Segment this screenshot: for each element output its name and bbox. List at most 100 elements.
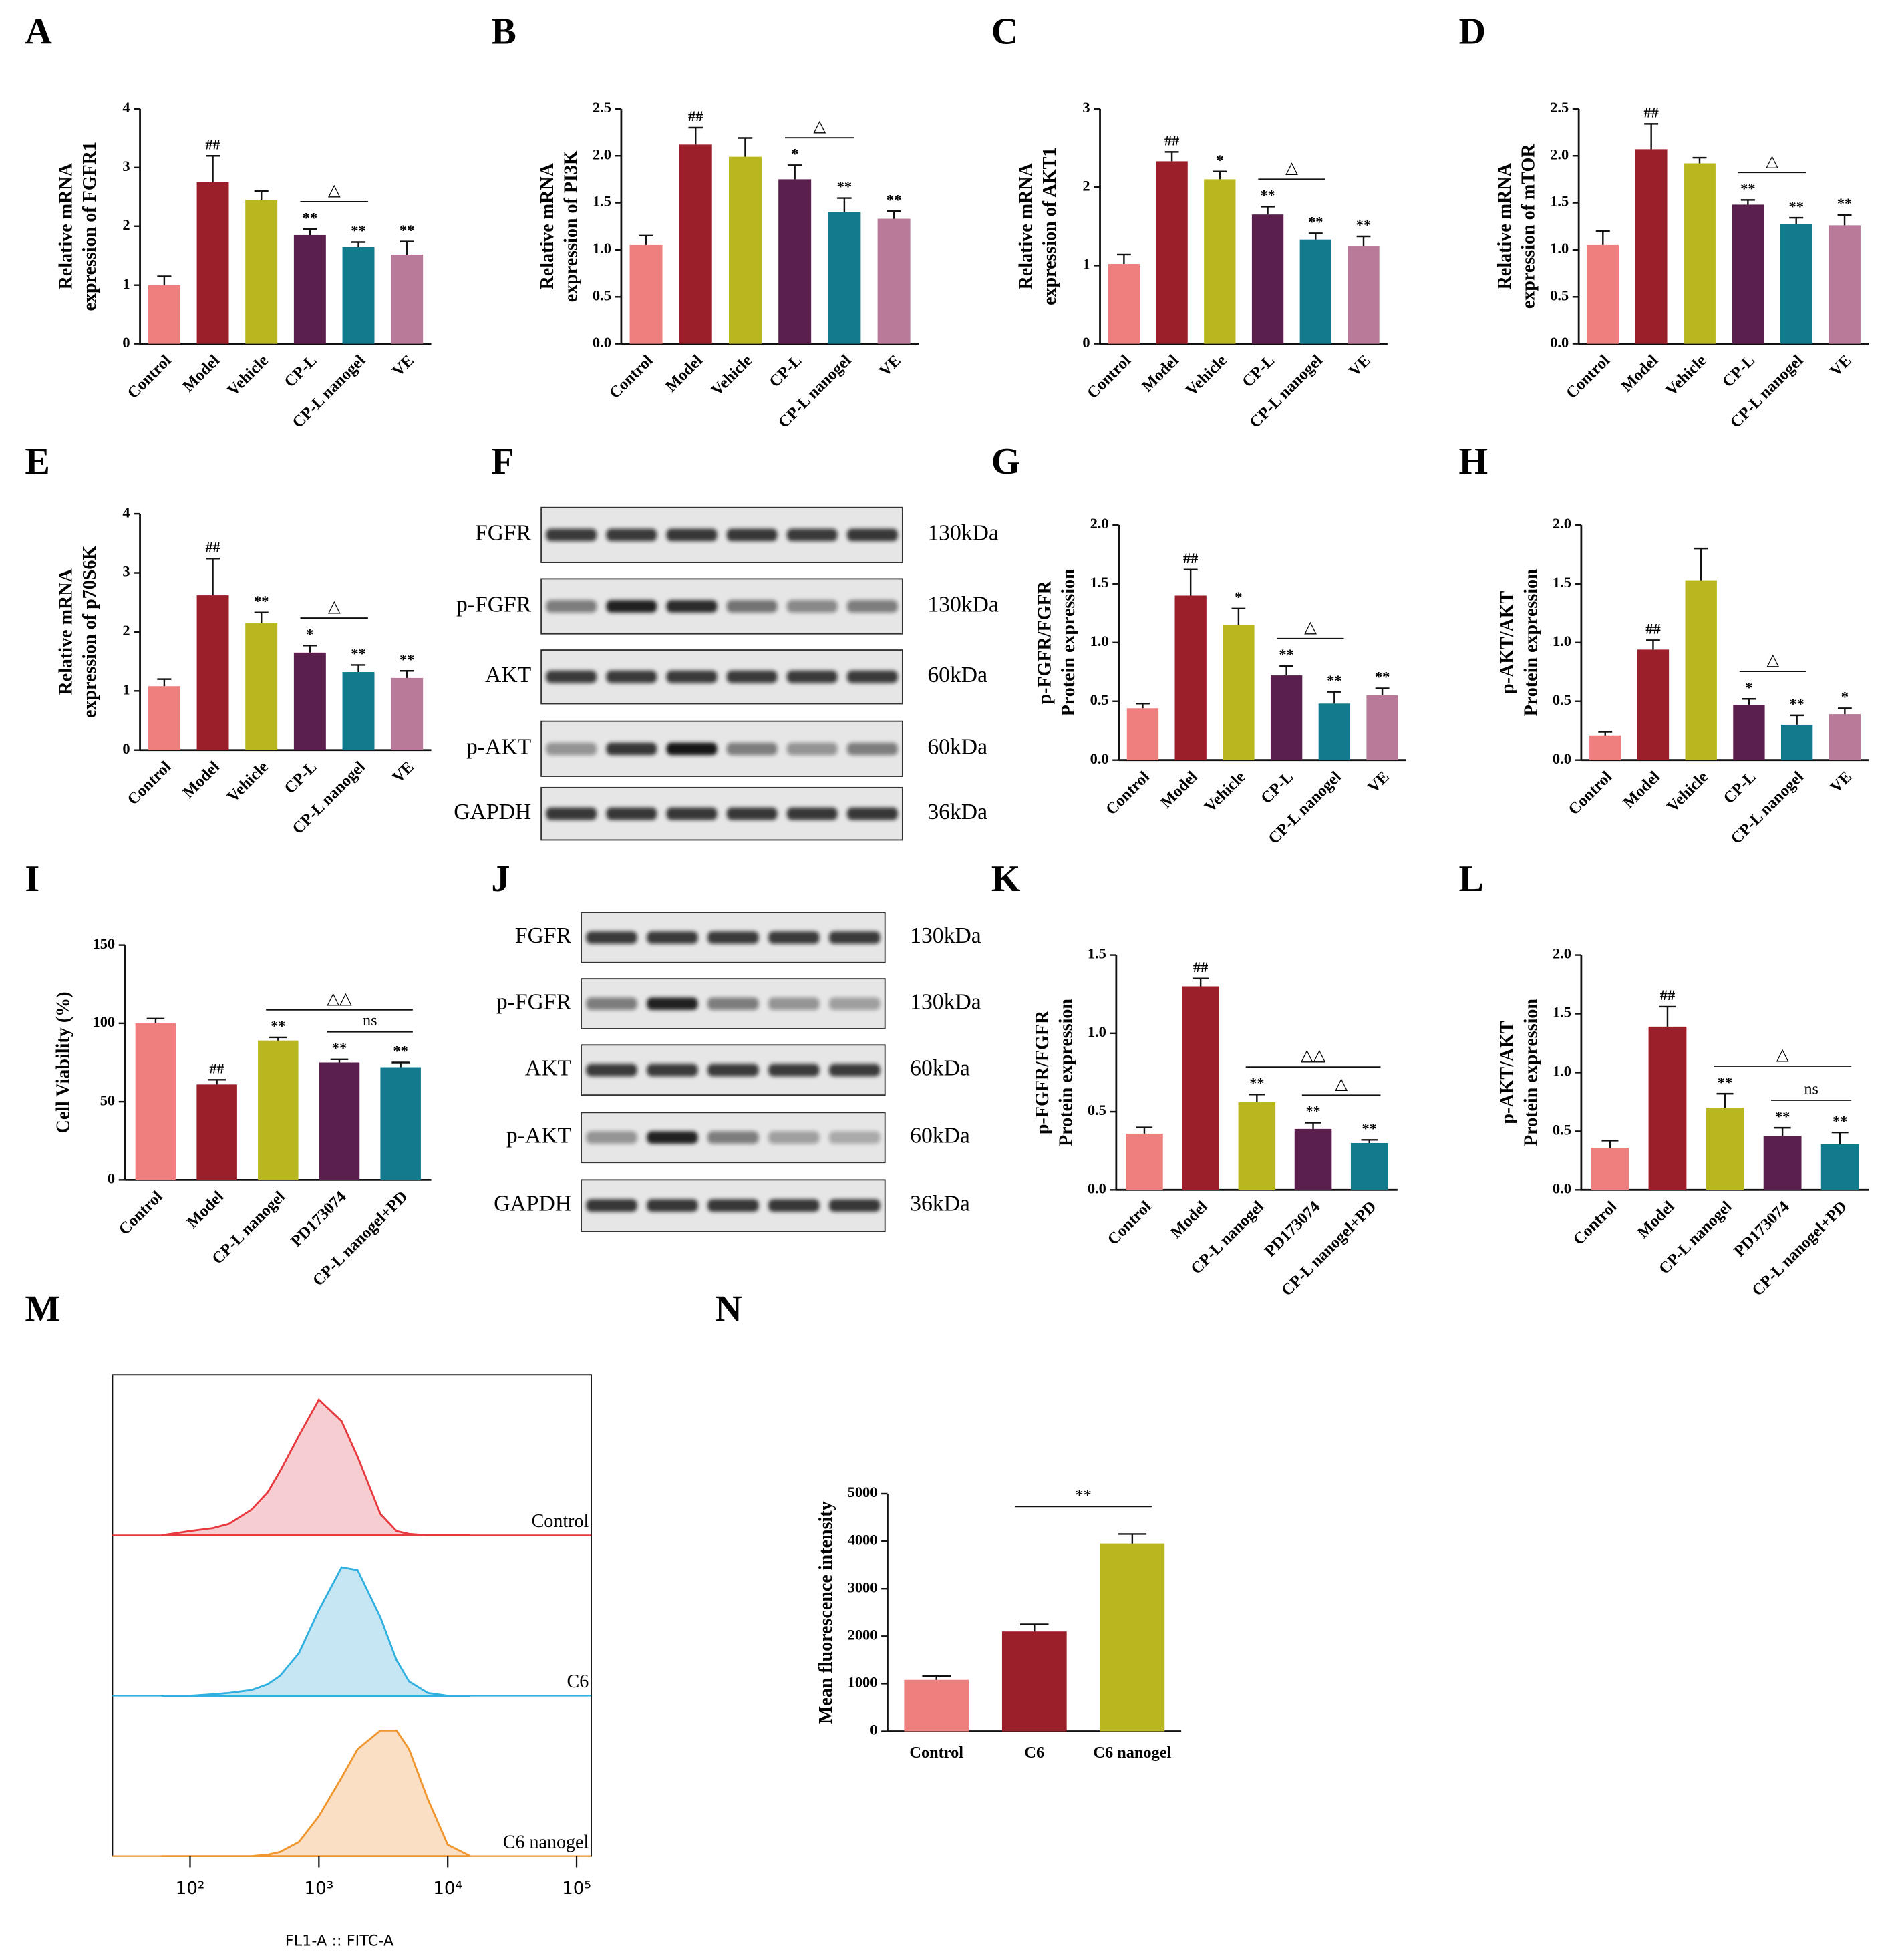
bar bbox=[877, 218, 911, 344]
bar bbox=[728, 156, 762, 344]
y-tick-label: 3 bbox=[122, 563, 130, 580]
panel-letter: H bbox=[1459, 441, 1488, 482]
significance-label: ** bbox=[271, 1017, 285, 1034]
blot-band bbox=[606, 670, 657, 683]
blot-strip bbox=[540, 578, 903, 635]
bar bbox=[1100, 1543, 1165, 1732]
blot-band bbox=[586, 931, 637, 944]
x-tick-label: 10⁴ bbox=[433, 1879, 462, 1899]
error-bar bbox=[208, 1079, 226, 1085]
error-bar bbox=[1118, 1533, 1147, 1544]
y-tick-label: 100 bbox=[92, 1013, 115, 1030]
x-axis-label: FL1-A :: FITC-A bbox=[285, 1932, 394, 1949]
series-label: Control bbox=[532, 1511, 589, 1532]
panel-letter: D bbox=[1459, 11, 1486, 52]
y-axis-label: Relative mRNA bbox=[55, 568, 76, 695]
bar bbox=[1174, 595, 1207, 760]
significance-label: ** bbox=[1789, 695, 1804, 712]
significance-label: ** bbox=[1375, 669, 1390, 685]
blot-band bbox=[846, 600, 898, 613]
bracket-label: △△ bbox=[327, 989, 352, 1007]
error-bar bbox=[1327, 691, 1341, 704]
error-bar bbox=[1601, 1140, 1619, 1148]
y-tick-label: 0.0 bbox=[1090, 750, 1109, 767]
bar bbox=[342, 247, 375, 344]
blot-band bbox=[829, 997, 881, 1010]
blot-band bbox=[586, 1064, 637, 1077]
significance-label: ** bbox=[1305, 1103, 1320, 1120]
x-tick-label: Control bbox=[909, 1744, 963, 1762]
bar bbox=[1706, 1108, 1744, 1190]
size-label: 130kDa bbox=[927, 592, 999, 617]
blot-band bbox=[726, 742, 778, 756]
panel-letter: F bbox=[491, 441, 514, 482]
y-axis-label: Protein expression bbox=[1521, 568, 1541, 716]
bar bbox=[1684, 163, 1716, 344]
y-tick-label: 1.0 bbox=[593, 240, 611, 257]
y-tick-label: 0 bbox=[1082, 334, 1090, 351]
error-bar bbox=[1231, 607, 1246, 625]
y-tick-label: 1.0 bbox=[1090, 633, 1109, 649]
error-bar bbox=[1595, 230, 1610, 245]
y-tick-label: 0 bbox=[108, 1170, 115, 1187]
y-tick-label: 2.0 bbox=[1090, 515, 1109, 532]
protein-label: GAPDH bbox=[454, 800, 531, 824]
blot-band bbox=[666, 807, 718, 820]
blot-band bbox=[586, 1199, 637, 1212]
error-bar bbox=[1659, 1005, 1676, 1027]
blot-band bbox=[546, 600, 597, 613]
bar bbox=[148, 686, 180, 750]
blot-band bbox=[647, 1131, 698, 1144]
y-tick-label: 1.5 bbox=[1550, 193, 1569, 210]
y-tick-label: 3000 bbox=[848, 1579, 878, 1595]
error-bar bbox=[1308, 232, 1323, 240]
error-bar bbox=[1164, 151, 1179, 162]
error-bar bbox=[738, 137, 753, 157]
error-bar bbox=[1213, 170, 1227, 180]
y-tick-label: 0 bbox=[122, 334, 130, 351]
error-bar bbox=[1361, 1139, 1378, 1143]
y-tick-label: 0.0 bbox=[593, 334, 611, 351]
bar bbox=[391, 254, 424, 344]
blot-band bbox=[586, 1131, 637, 1144]
blot-band bbox=[768, 1131, 820, 1144]
significance-label: ** bbox=[1837, 195, 1852, 212]
blot-band bbox=[768, 997, 820, 1010]
bar bbox=[1126, 708, 1159, 760]
bar bbox=[1182, 986, 1219, 1190]
blot-band bbox=[546, 742, 597, 756]
size-label: 130kDa bbox=[910, 989, 981, 1014]
bar bbox=[828, 212, 861, 344]
significance-label: ** bbox=[400, 651, 414, 667]
blot-band bbox=[786, 742, 838, 756]
blot-band bbox=[586, 997, 637, 1010]
significance-label: ** bbox=[887, 191, 901, 208]
y-tick-label: 1.5 bbox=[593, 193, 611, 210]
error-bar bbox=[1831, 1131, 1849, 1144]
size-label: 60kDa bbox=[910, 1123, 970, 1148]
y-axis-label: p-FGFR/FGFR bbox=[1035, 580, 1056, 704]
error-bar bbox=[1020, 1623, 1049, 1632]
bar bbox=[1648, 1026, 1687, 1190]
significance-label: ** bbox=[1249, 1074, 1264, 1091]
blot-band bbox=[726, 670, 778, 683]
y-axis-label: p-AKT/AKT bbox=[1497, 1021, 1518, 1124]
bar bbox=[1635, 149, 1668, 344]
error-bar bbox=[1789, 216, 1804, 224]
significance-label: ## bbox=[205, 538, 220, 555]
significance-label: * bbox=[1235, 589, 1242, 605]
bar bbox=[1223, 625, 1255, 760]
y-tick-label: 50 bbox=[100, 1092, 115, 1108]
blot-strip bbox=[540, 786, 903, 841]
blot-band bbox=[606, 807, 657, 820]
error-bar bbox=[303, 228, 317, 235]
blot-band bbox=[768, 1199, 820, 1212]
bar bbox=[380, 1067, 421, 1180]
bar bbox=[258, 1040, 299, 1180]
error-bar bbox=[1740, 199, 1755, 205]
blot-band bbox=[546, 528, 597, 542]
bar bbox=[1251, 214, 1284, 344]
protein-label: p-AKT bbox=[466, 735, 531, 760]
blot-band bbox=[846, 742, 898, 756]
y-tick-label: 1.0 bbox=[1088, 1023, 1106, 1040]
